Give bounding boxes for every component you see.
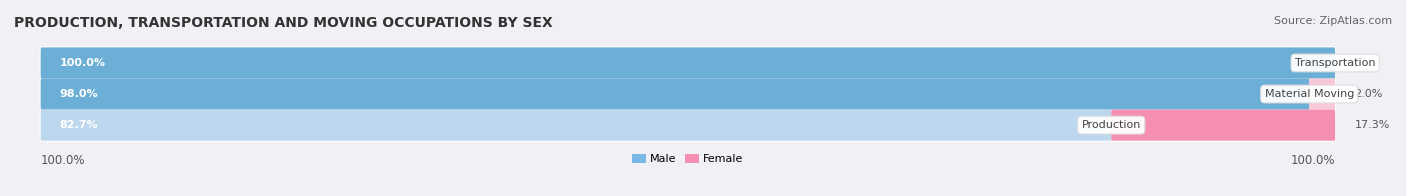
Text: Production: Production: [1081, 120, 1140, 130]
FancyBboxPatch shape: [1309, 79, 1336, 110]
Legend: Male, Female: Male, Female: [633, 154, 744, 164]
Text: 100.0%: 100.0%: [41, 154, 86, 167]
FancyBboxPatch shape: [41, 110, 1111, 141]
FancyBboxPatch shape: [1111, 110, 1336, 141]
Text: PRODUCTION, TRANSPORTATION AND MOVING OCCUPATIONS BY SEX: PRODUCTION, TRANSPORTATION AND MOVING OC…: [14, 16, 553, 30]
FancyBboxPatch shape: [41, 79, 1336, 110]
Text: Transportation: Transportation: [1295, 58, 1375, 68]
Text: Material Moving: Material Moving: [1264, 89, 1354, 99]
FancyBboxPatch shape: [41, 47, 1336, 79]
Text: 82.7%: 82.7%: [60, 120, 98, 130]
FancyBboxPatch shape: [41, 47, 1336, 79]
Text: 100.0%: 100.0%: [60, 58, 105, 68]
Text: 100.0%: 100.0%: [1291, 154, 1336, 167]
FancyBboxPatch shape: [41, 79, 1309, 110]
Text: Source: ZipAtlas.com: Source: ZipAtlas.com: [1274, 16, 1392, 26]
Text: 2.0%: 2.0%: [1354, 89, 1382, 99]
FancyBboxPatch shape: [41, 110, 1336, 141]
Text: 17.3%: 17.3%: [1354, 120, 1389, 130]
Text: 98.0%: 98.0%: [60, 89, 98, 99]
